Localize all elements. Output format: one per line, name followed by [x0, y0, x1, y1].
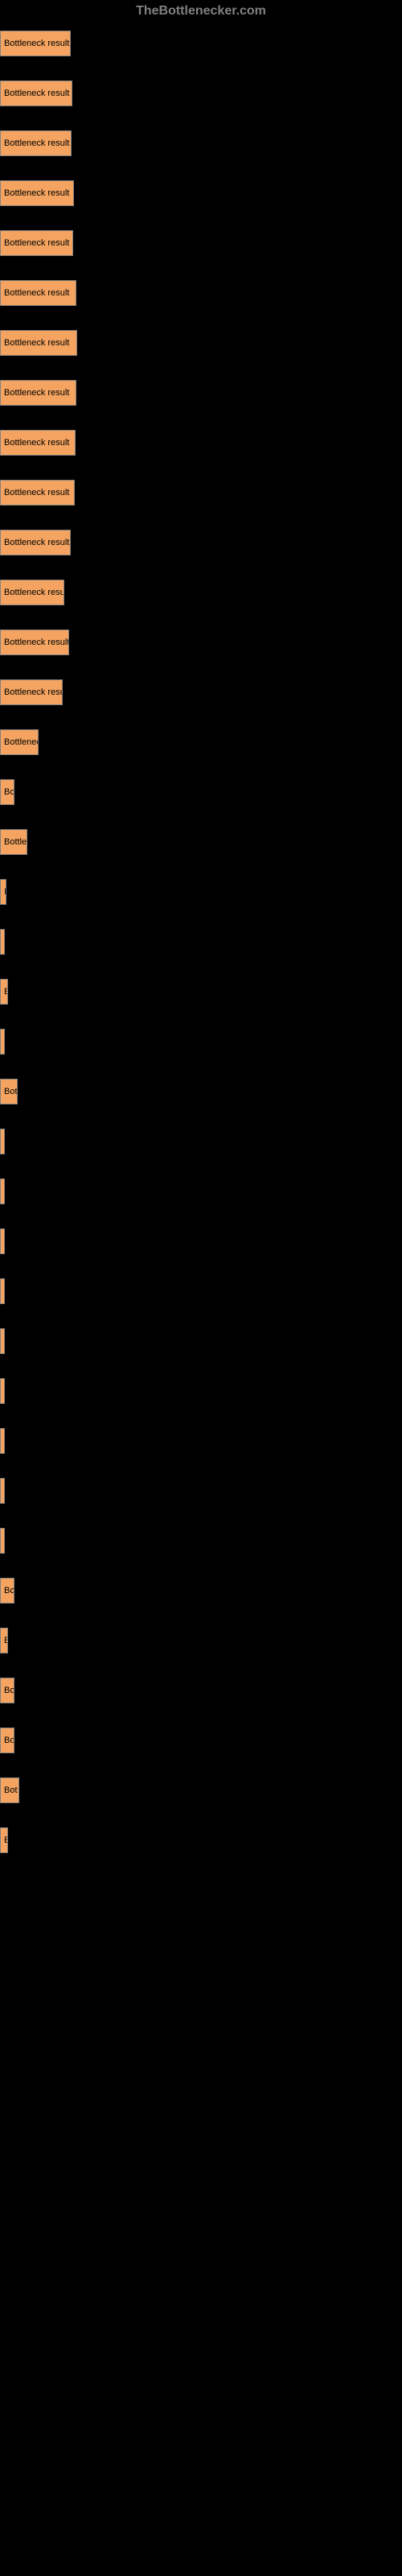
- bar-row: Bottle: [0, 829, 402, 855]
- chart-bar: Bo: [0, 1678, 14, 1703]
- chart-bar: Bot: [0, 1079, 18, 1104]
- bar-row: Bottleneck result: [0, 180, 402, 206]
- bar-row: Bottleneck result: [0, 280, 402, 306]
- chart-bar: Bottleneck result: [0, 480, 75, 506]
- chart-bar: Bottleneck result: [0, 230, 73, 256]
- chart-bar: [0, 1328, 5, 1354]
- chart-bar: Bot: [0, 1777, 19, 1803]
- bar-row: Bottleneck result: [0, 630, 402, 655]
- bar-row: Bottleneck result: [0, 580, 402, 605]
- chart-bar: Bo: [0, 1578, 14, 1604]
- chart-bar: [0, 1228, 5, 1254]
- bar-row: E: [0, 1827, 402, 1853]
- bar-row: Bottleneck result: [0, 31, 402, 56]
- chart-bar: Bottleneck result: [0, 679, 63, 705]
- bar-row: [0, 1129, 402, 1154]
- chart-bar: Bottleneck result: [0, 330, 77, 356]
- bar-row: [0, 1378, 402, 1404]
- bar-row: Bo: [0, 1728, 402, 1753]
- chart-bar: Bottleneck result: [0, 630, 69, 655]
- bar-row: [0, 1328, 402, 1354]
- chart-bar: [0, 1478, 5, 1504]
- chart-bar: [0, 1278, 5, 1304]
- bar-row: [0, 1478, 402, 1504]
- chart-bar: Bo: [0, 779, 14, 805]
- chart-bar: [0, 1129, 5, 1154]
- bar-row: Bottleneck: [0, 729, 402, 755]
- chart-bar: [0, 1528, 5, 1554]
- bar-row: Bo: [0, 1578, 402, 1604]
- chart-bar: E: [0, 1628, 8, 1653]
- chart-bar: Bottleneck result: [0, 530, 71, 555]
- bar-row: [0, 1428, 402, 1454]
- chart-bar: Bottleneck result: [0, 280, 76, 306]
- bar-row: E: [0, 979, 402, 1005]
- bar-row: [0, 1179, 402, 1204]
- bar-row: [0, 1228, 402, 1254]
- chart-bar: Bottleneck result: [0, 580, 64, 605]
- bar-row: [0, 1528, 402, 1554]
- bar-row: Bottleneck result: [0, 130, 402, 156]
- bar-chart: Bottleneck result Bottleneck result Bottle…: [0, 23, 402, 1885]
- chart-bar: [0, 1029, 5, 1055]
- chart-bar: I: [0, 879, 6, 905]
- chart-bar: Bo: [0, 1728, 14, 1753]
- bar-row: Bottleneck result: [0, 330, 402, 356]
- chart-bar: E: [0, 979, 8, 1005]
- chart-bar: Bottleneck result: [0, 430, 76, 456]
- bar-row: Bottleneck result: [0, 380, 402, 406]
- site-header: TheBottlenecker.com: [0, 0, 402, 23]
- bar-row: Bo: [0, 779, 402, 805]
- bar-row: Bottleneck result: [0, 480, 402, 506]
- chart-bar: Bottleneck result: [0, 180, 74, 206]
- chart-bar: Bottle: [0, 829, 27, 855]
- chart-bar: Bottleneck result: [0, 31, 71, 56]
- bar-row: Bottleneck result: [0, 430, 402, 456]
- bar-row: Bot: [0, 1777, 402, 1803]
- chart-bar: Bottleneck result: [0, 80, 72, 106]
- bar-row: [0, 929, 402, 955]
- bar-row: I: [0, 879, 402, 905]
- chart-bar: E: [0, 1827, 8, 1853]
- bar-row: [0, 1029, 402, 1055]
- chart-bar: [0, 1179, 5, 1204]
- bar-row: Bottleneck result: [0, 530, 402, 555]
- bar-row: E: [0, 1628, 402, 1653]
- bar-row: [0, 1278, 402, 1304]
- chart-bar: [0, 1428, 5, 1454]
- bar-row: Bottleneck result: [0, 679, 402, 705]
- bar-row: Bottleneck result: [0, 80, 402, 106]
- bar-row: Bot: [0, 1079, 402, 1104]
- chart-bar: [0, 929, 5, 955]
- chart-bar: Bottleneck result: [0, 380, 76, 406]
- bar-row: Bo: [0, 1678, 402, 1703]
- chart-bar: Bottleneck: [0, 729, 39, 755]
- chart-bar: Bottleneck result: [0, 130, 72, 156]
- bar-row: Bottleneck result: [0, 230, 402, 256]
- chart-bar: [0, 1378, 5, 1404]
